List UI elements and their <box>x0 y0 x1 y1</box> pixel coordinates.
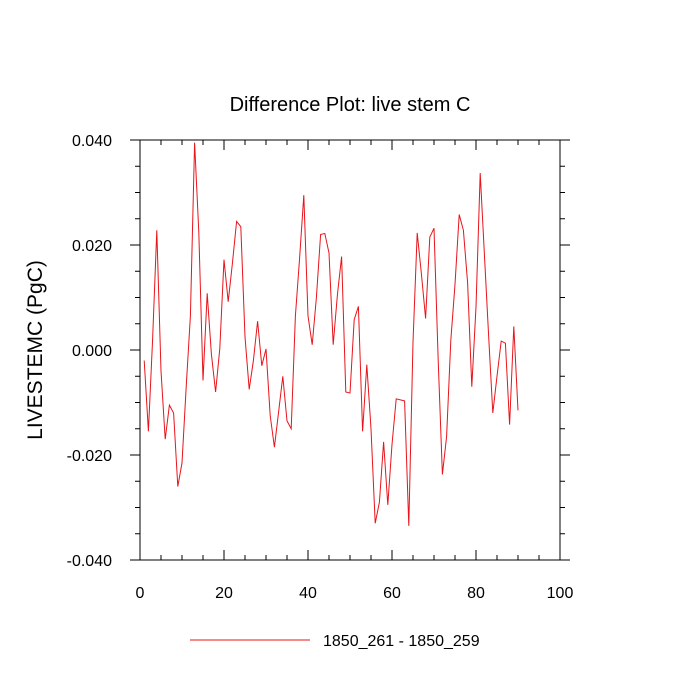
series-layer <box>143 142 519 526</box>
y-axis-label: LIVESTEMC (PgC) <box>24 260 47 440</box>
y-tick-label: 0.040 <box>72 133 112 150</box>
x-tick-label: 0 <box>136 585 145 602</box>
x-tick-label: 80 <box>467 585 485 602</box>
y-tick-label: 0.020 <box>72 238 112 255</box>
plot-frame <box>139 139 561 561</box>
legend-label: 1850_261 - 1850_259 <box>323 633 480 650</box>
series-line <box>143 142 519 526</box>
chart-title: Difference Plot: live stem C <box>230 94 471 116</box>
x-tick-label: 40 <box>299 585 317 602</box>
y-tick-label: -0.020 <box>67 448 112 465</box>
x-tick-label: 100 <box>547 585 574 602</box>
axis-ticks: 0 20 40 60 80 100 -0.040 -0.020 0.000 0.020 0.040 <box>67 133 574 602</box>
x-tick-label: 20 <box>215 585 233 602</box>
x-tick-label: 60 <box>383 585 401 602</box>
y-tick-label: 0.000 <box>72 343 112 360</box>
legend: 1850_261 - 1850_259 <box>190 633 480 650</box>
y-tick-label: -0.040 <box>67 553 112 570</box>
